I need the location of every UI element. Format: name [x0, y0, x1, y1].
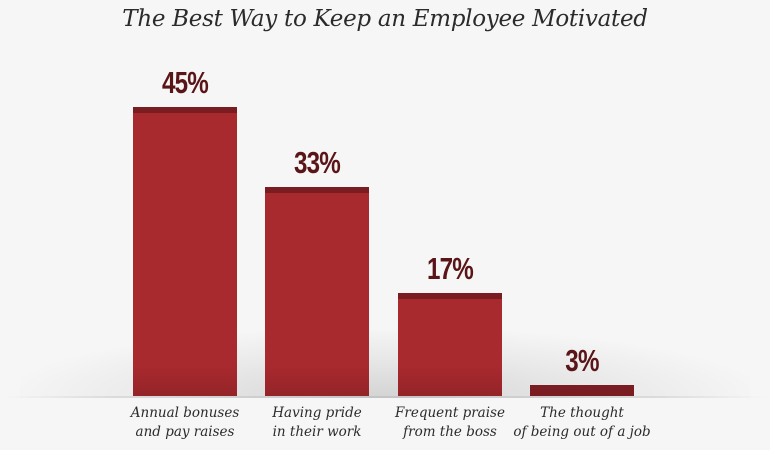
- category-label-line: The thought: [540, 405, 624, 421]
- category-label-line: Having pride: [272, 405, 362, 421]
- bar-cap: [265, 187, 369, 193]
- floor-shadow: [20, 330, 750, 398]
- bar-shade: [398, 366, 502, 396]
- category-label-line: Frequent praise: [395, 405, 505, 421]
- bar-thought-of-job-loss: [530, 385, 634, 396]
- bar-value-label: 33%: [293, 145, 341, 180]
- category-label: Frequent praise from the boss: [370, 404, 530, 442]
- category-label: The thought of being out of a job: [502, 404, 662, 442]
- bar-value-label: 45%: [161, 65, 209, 100]
- bar-value-label: 3%: [565, 343, 599, 378]
- bar-shade: [133, 366, 237, 396]
- bar-frequent-praise: [398, 293, 502, 396]
- bar-shade: [265, 366, 369, 396]
- category-label-line: and pay raises: [135, 424, 235, 440]
- category-label-line: in their work: [272, 424, 362, 440]
- chart-title: The Best Way to Keep an Employee Motivat…: [122, 6, 648, 32]
- category-label-line: of being out of a job: [513, 424, 651, 440]
- baseline: [0, 396, 770, 398]
- bar-value-label: 17%: [426, 251, 474, 286]
- bar-cap: [398, 293, 502, 299]
- category-label-line: from the boss: [403, 424, 497, 440]
- bar-cap: [133, 107, 237, 113]
- category-label: Annual bonuses and pay raises: [105, 404, 265, 442]
- bar-annual-bonuses: [133, 107, 237, 396]
- bar-cap: [530, 385, 634, 391]
- bar-having-pride: [265, 187, 369, 396]
- category-label: Having pride in their work: [237, 404, 397, 442]
- category-label-line: Annual bonuses: [130, 405, 240, 421]
